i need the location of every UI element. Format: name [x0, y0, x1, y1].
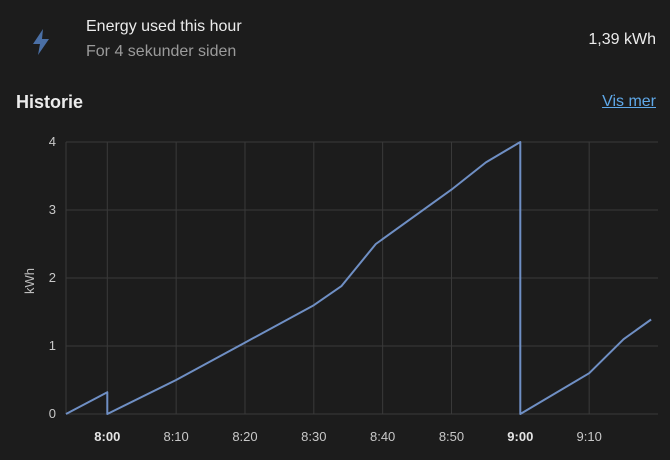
x-tick-label: 9:00 [507, 429, 533, 444]
chart-labels: 0 1 2 3 4 8:00 8:10 8:20 8:30 8:40 8:50 9:00 9:10 [49, 134, 602, 444]
entity-state: 1,39 kWh [588, 31, 656, 48]
x-tick-label: 8:00 [94, 429, 120, 444]
series-line[interactable] [65, 141, 652, 415]
y-tick-label: 1 [49, 338, 56, 353]
y-tick-label: 0 [49, 406, 56, 421]
x-tick-label: 8:30 [301, 429, 326, 444]
chart-series[interactable] [65, 141, 652, 415]
y-axis-title: kWh [22, 268, 37, 294]
x-tick-label: 8:10 [163, 429, 188, 444]
show-more-link[interactable]: Vis mer [602, 93, 656, 110]
x-tick-label: 8:50 [439, 429, 464, 444]
chart-grid [65, 141, 658, 415]
entity-last-changed: For 4 sekunder siden [86, 43, 237, 60]
entity-name: Energy used this hour [86, 18, 242, 35]
y-tick-label: 4 [49, 134, 56, 149]
history-title: Historie [16, 92, 84, 112]
entity-header[interactable]: Energy used this hour For 4 sekunder sid… [0, 0, 670, 84]
x-tick-label: 9:10 [577, 429, 602, 444]
y-tick-label: 2 [49, 270, 56, 285]
y-tick-label: 3 [49, 202, 56, 217]
x-tick-label: 8:20 [232, 429, 257, 444]
flash-icon [33, 29, 49, 55]
x-tick-label: 8:40 [370, 429, 395, 444]
